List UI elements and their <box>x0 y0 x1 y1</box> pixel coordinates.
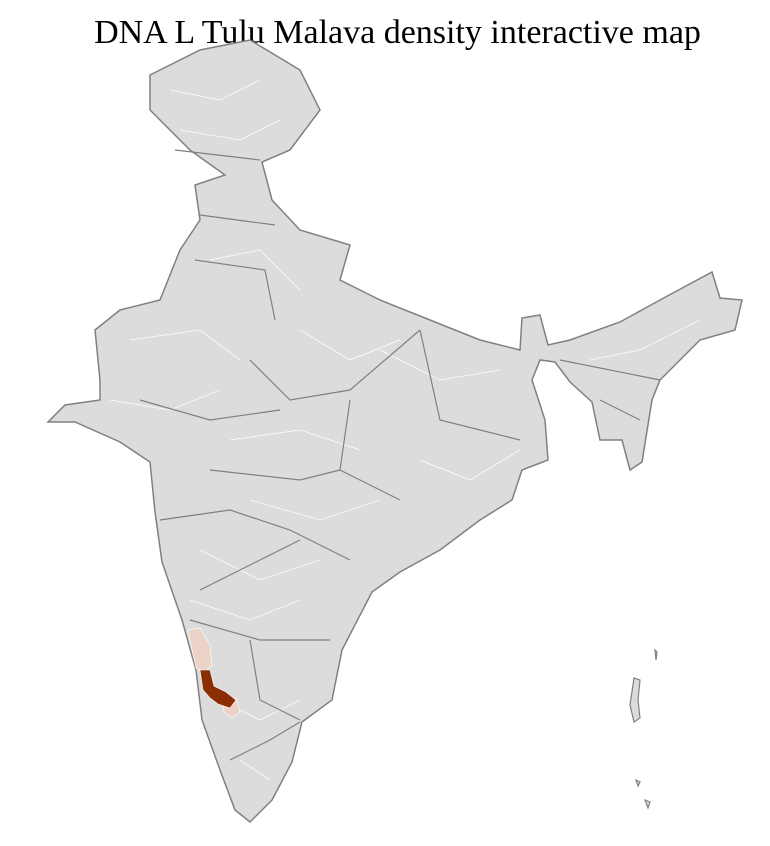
district-borders <box>109 79 701 781</box>
map-title: DNA L Tulu Malava density interactive ma… <box>94 14 701 51</box>
andaman-nicobar-islands <box>629 648 658 810</box>
region-low-density-north[interactable] <box>187 627 213 673</box>
region-high-density[interactable] <box>199 669 237 709</box>
state-borders <box>139 149 661 761</box>
india-outline <box>46 39 743 824</box>
